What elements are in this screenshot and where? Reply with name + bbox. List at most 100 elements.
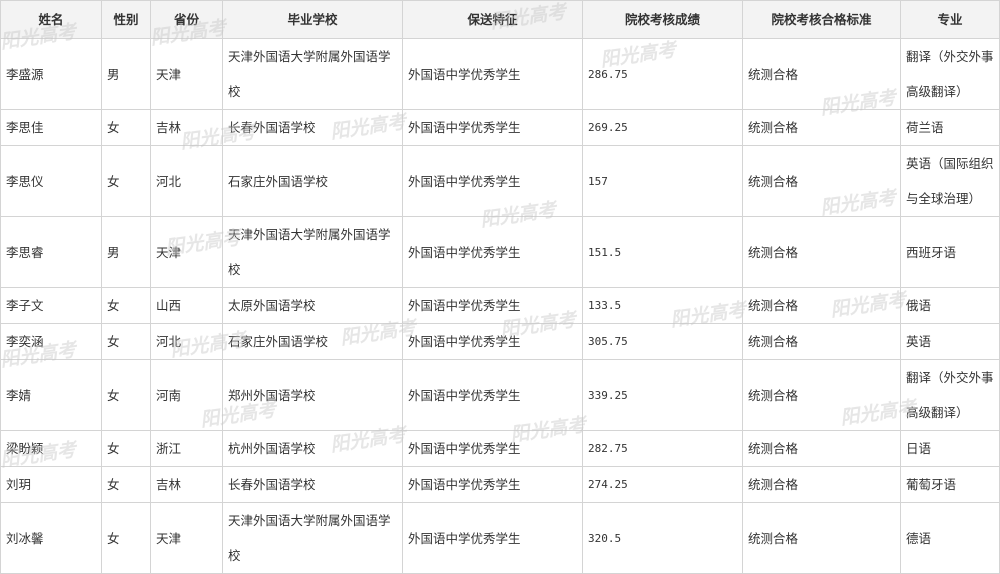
table-cell: 李子文: [0, 287, 102, 324]
table-cell: 男: [101, 38, 151, 110]
table-cell: 133.5: [582, 287, 743, 324]
table-cell: 天津: [150, 38, 223, 110]
table-row: 李奕涵女河北 石家庄外国语学校 外国语中学优秀学生 305.75 统测合格 英语: [0, 323, 1000, 360]
header-cell: 性别: [101, 0, 151, 39]
table-cell: 女: [101, 359, 151, 431]
table-cell: 李盛源: [0, 38, 102, 110]
table-cell: 郑州外国语学校: [222, 359, 403, 431]
table-cell: 305.75: [582, 323, 743, 360]
table-cell: 外国语中学优秀学生: [402, 359, 583, 431]
table-cell: 320.5: [582, 502, 743, 574]
table-cell: 女: [101, 323, 151, 360]
table-cell: 男: [101, 216, 151, 288]
table-cell: 女: [101, 109, 151, 146]
table-cell: 269.25: [582, 109, 743, 146]
table-cell: 外国语中学优秀学生: [402, 145, 583, 217]
table-cell: 河南: [150, 359, 223, 431]
table-cell: 长春外国语学校: [222, 109, 403, 146]
table-cell: 石家庄外国语学校: [222, 145, 403, 217]
table-cell: 德语: [900, 502, 1000, 574]
table-cell: 外国语中学优秀学生: [402, 109, 583, 146]
table-cell: 天津: [150, 216, 223, 288]
header-cell: 姓名: [0, 0, 102, 39]
header-cell: 专业: [900, 0, 1000, 39]
table-cell: 太原外国语学校: [222, 287, 403, 324]
table-row: 刘冰馨女天津 天津外国语大学附属外国语学校 外国语中学优秀学生 320.5 统测合格 德语: [0, 502, 1000, 574]
table-cell: 外国语中学优秀学生: [402, 38, 583, 110]
table-cell: 河北: [150, 323, 223, 360]
table-cell: 西班牙语: [900, 216, 1000, 288]
table-cell: 山西: [150, 287, 223, 324]
table-row: 李子文女山西 太原外国语学校 外国语中学优秀学生 133.5 统测合格 俄语: [0, 287, 1000, 324]
table-cell: 282.75: [582, 430, 743, 467]
header-cell: 省份: [150, 0, 223, 39]
table-cell: 女: [101, 466, 151, 503]
table-cell: 151.5: [582, 216, 743, 288]
table-cell: 李思仪: [0, 145, 102, 217]
table-cell: 河北: [150, 145, 223, 217]
table-cell: 天津外国语大学附属外国语学校: [222, 502, 403, 574]
table-cell: 外国语中学优秀学生: [402, 466, 583, 503]
table-cell: 统测合格: [742, 502, 901, 574]
table-cell: 葡萄牙语: [900, 466, 1000, 503]
header-cell: 毕业学校: [222, 0, 403, 39]
table-cell: 荷兰语: [900, 109, 1000, 146]
table-cell: 俄语: [900, 287, 1000, 324]
table-cell: 刘冰馨: [0, 502, 102, 574]
table-cell: 统测合格: [742, 430, 901, 467]
table-cell: 翻译（外交外事高级翻译）: [900, 38, 1000, 110]
table-cell: 天津外国语大学附属外国语学校: [222, 216, 403, 288]
table-cell: 浙江: [150, 430, 223, 467]
table-cell: 李婧: [0, 359, 102, 431]
table-cell: 统测合格: [742, 145, 901, 217]
table-cell: 统测合格: [742, 287, 901, 324]
table-row: 李婧女河南 郑州外国语学校 外国语中学优秀学生 339.25 统测合格 翻译（外交外事高级…: [0, 359, 1000, 431]
table-cell: 女: [101, 287, 151, 324]
header-cell: 院校考核合格标准: [742, 0, 901, 39]
table-row: 刘玥女吉林 长春外国语学校 外国语中学优秀学生 274.25 统测合格 葡萄牙语: [0, 466, 1000, 503]
header-cell: 院校考核成绩: [582, 0, 743, 39]
table-cell: 统测合格: [742, 38, 901, 110]
table-cell: 吉林: [150, 109, 223, 146]
table-body: 李盛源男天津 天津外国语大学附属外国语学校 外国语中学优秀学生 286.75 统测合格翻…: [0, 38, 1000, 574]
table-cell: 统测合格: [742, 466, 901, 503]
header-cell: 保送特征: [402, 0, 583, 39]
table-cell: 天津外国语大学附属外国语学校: [222, 38, 403, 110]
table-row: 李思睿男天津 天津外国语大学附属外国语学校 外国语中学优秀学生 151.5 统测合格 西班…: [0, 216, 1000, 288]
header-row: 姓名 性别 省份 毕业学校 保送特征 院校考核成绩 院校考核合格标准 专业: [0, 0, 1000, 39]
table-cell: 外国语中学优秀学生: [402, 287, 583, 324]
table-cell: 梁盼颖: [0, 430, 102, 467]
table-cell: 英语: [900, 323, 1000, 360]
table-row: 梁盼颖女浙江 杭州外国语学校 外国语中学优秀学生 282.75 统测合格 日语: [0, 430, 1000, 467]
table-cell: 274.25: [582, 466, 743, 503]
table-cell: 女: [101, 145, 151, 217]
table-cell: 统测合格: [742, 109, 901, 146]
table-cell: 统测合格: [742, 359, 901, 431]
table-cell: 吉林: [150, 466, 223, 503]
table-cell: 339.25: [582, 359, 743, 431]
table-cell: 女: [101, 502, 151, 574]
table-cell: 157: [582, 145, 743, 217]
table-cell: 外国语中学优秀学生: [402, 502, 583, 574]
table-cell: 统测合格: [742, 216, 901, 288]
table-cell: 286.75: [582, 38, 743, 110]
table-cell: 李奕涵: [0, 323, 102, 360]
table-cell: 外国语中学优秀学生: [402, 430, 583, 467]
table-cell: 英语（国际组织与全球治理）: [900, 145, 1000, 217]
table-cell: 李思佳: [0, 109, 102, 146]
table-cell: 李思睿: [0, 216, 102, 288]
table-cell: 统测合格: [742, 323, 901, 360]
table-cell: 女: [101, 430, 151, 467]
table-cell: 翻译（外交外事高级翻译）: [900, 359, 1000, 431]
table-cell: 长春外国语学校: [222, 466, 403, 503]
table-cell: 外国语中学优秀学生: [402, 323, 583, 360]
table-row: 李盛源男天津 天津外国语大学附属外国语学校 外国语中学优秀学生 286.75 统测合格翻…: [0, 38, 1000, 110]
table-row: 李思仪女河北 石家庄外国语学校 外国语中学优秀学生 157 统测合格 英语（国际组织与全球…: [0, 145, 1000, 217]
table-row: 李思佳女吉林 长春外国语学校 外国语中学优秀学生 269.25 统测合格 荷兰语: [0, 109, 1000, 146]
table-cell: 日语: [900, 430, 1000, 467]
table-cell: 杭州外国语学校: [222, 430, 403, 467]
table-cell: 石家庄外国语学校: [222, 323, 403, 360]
table-cell: 外国语中学优秀学生: [402, 216, 583, 288]
